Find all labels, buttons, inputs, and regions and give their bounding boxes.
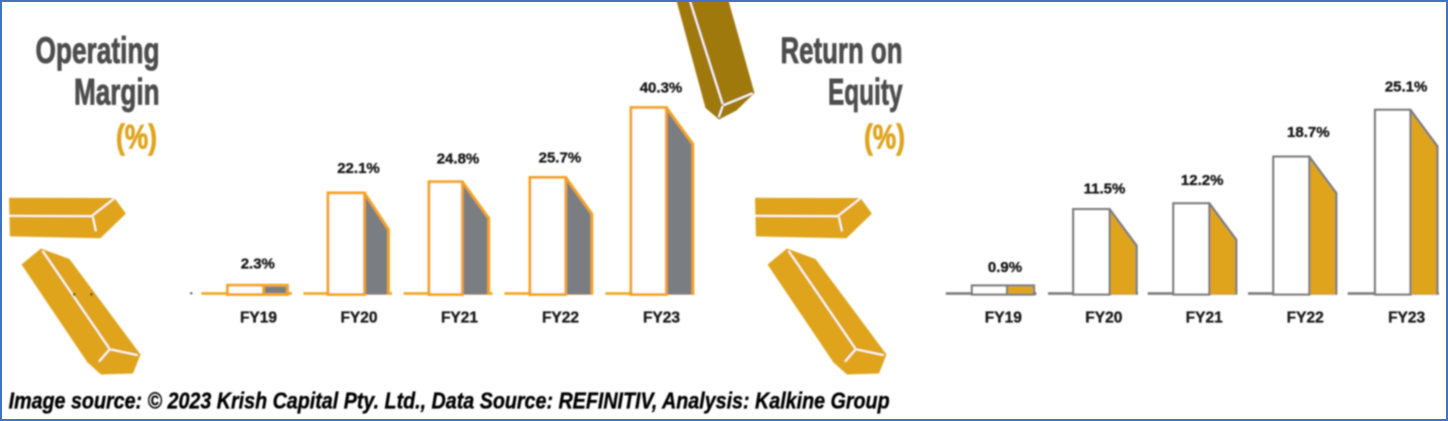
svg-text:0.9%: 0.9% xyxy=(988,259,1022,276)
svg-text:FY20: FY20 xyxy=(1085,310,1122,327)
svg-text:(%): (%) xyxy=(116,119,157,157)
svg-text:40.3%: 40.3% xyxy=(640,80,683,97)
svg-text:Return on: Return on xyxy=(781,30,903,71)
svg-text:11.5%: 11.5% xyxy=(1084,180,1126,197)
svg-text:FY21: FY21 xyxy=(441,310,478,327)
svg-text:FY19: FY19 xyxy=(985,310,1022,327)
svg-text:12.2%: 12.2% xyxy=(1181,172,1224,189)
svg-text:18.7%: 18.7% xyxy=(1287,124,1330,141)
svg-text:FY21: FY21 xyxy=(1186,310,1223,327)
svg-text:24.8%: 24.8% xyxy=(437,151,480,168)
svg-text:22.1%: 22.1% xyxy=(337,160,380,177)
svg-text:Operating: Operating xyxy=(36,30,160,71)
svg-text:Image source: © 2023 Krish Cap: Image source: © 2023 Krish Capital Pty. … xyxy=(9,387,890,413)
svg-text:25.1%: 25.1% xyxy=(1385,78,1428,95)
svg-text:FY20: FY20 xyxy=(340,310,377,327)
svg-text:Margin: Margin xyxy=(74,72,160,113)
svg-text:25.7%: 25.7% xyxy=(539,149,582,166)
svg-text:FY19: FY19 xyxy=(240,310,277,327)
svg-text:FY23: FY23 xyxy=(643,310,680,327)
svg-text:FY23: FY23 xyxy=(1388,310,1425,327)
svg-text:(%): (%) xyxy=(864,119,905,157)
svg-text:FY22: FY22 xyxy=(1287,310,1324,327)
svg-text:2.3%: 2.3% xyxy=(241,255,275,272)
svg-text:Equity: Equity xyxy=(828,72,903,113)
svg-text:FY22: FY22 xyxy=(542,310,579,327)
